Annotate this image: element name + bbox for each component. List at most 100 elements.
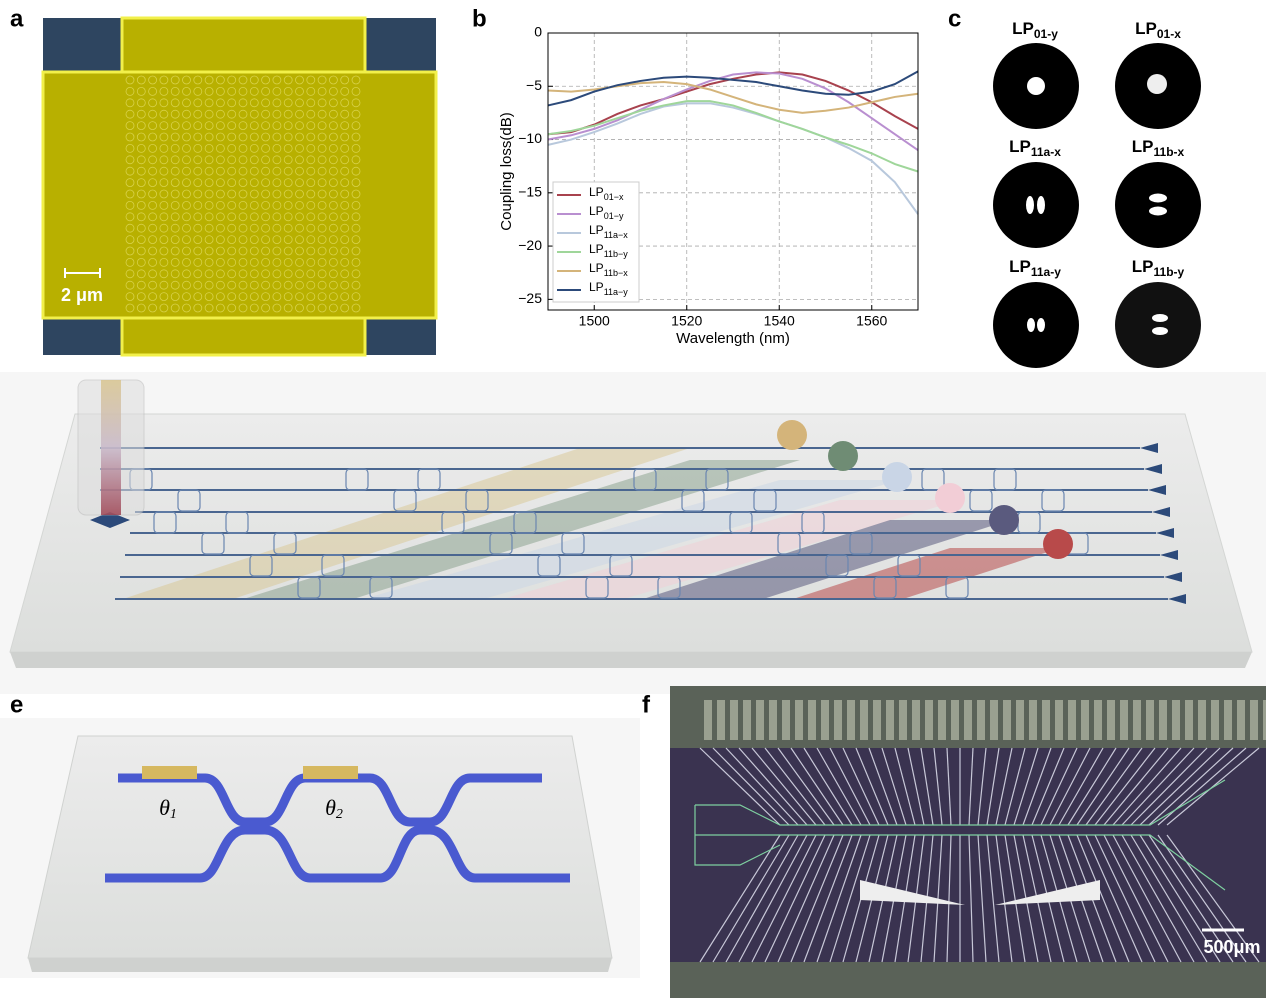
pad [1172, 700, 1180, 740]
pad [1146, 700, 1154, 740]
mode-label: LP01-y [1012, 19, 1058, 41]
x-axis-label: Wavelength (nm) [676, 330, 790, 347]
mode-spot [1037, 196, 1045, 214]
panel-c: LP01-y LP01-x LP11a-x LP11b-x LP11a-y LP… [993, 19, 1201, 368]
pad [808, 700, 816, 740]
pad [964, 700, 972, 740]
pad [847, 700, 855, 740]
mode-spot [1152, 314, 1168, 322]
pad [821, 700, 829, 740]
pad [1003, 700, 1011, 740]
pad [756, 700, 764, 740]
pad [1185, 700, 1193, 740]
pad [1211, 700, 1219, 740]
mode-label: LP01-x [1135, 19, 1181, 41]
pad [925, 700, 933, 740]
y-tick-label: −15 [518, 184, 542, 200]
pad [782, 700, 790, 740]
pad [769, 700, 777, 740]
pad [1094, 700, 1102, 740]
pad [1055, 700, 1063, 740]
mode-disk [993, 162, 1079, 248]
mode-label: LP11a-y [1009, 257, 1061, 279]
pad [873, 700, 881, 740]
heater [303, 766, 358, 779]
pad [1224, 700, 1232, 740]
y-tick-label: −5 [526, 77, 542, 93]
pad [1250, 700, 1258, 740]
pad [1081, 700, 1089, 740]
mode-spot [1149, 207, 1167, 216]
pad [990, 700, 998, 740]
pad [704, 700, 712, 740]
mode-label: LP11b-y [1132, 257, 1185, 279]
y-tick-label: −10 [518, 130, 542, 146]
pad [1198, 700, 1206, 740]
x-tick-label: 1500 [579, 313, 610, 329]
pad [1016, 700, 1024, 740]
series-line [548, 71, 918, 105]
mode-output [989, 505, 1019, 535]
scale-bar-label: 2 μm [61, 285, 103, 305]
mode-spot [1147, 74, 1167, 94]
x-tick-label: 1540 [764, 313, 795, 329]
scale-bar-label: 500μm [1203, 937, 1260, 957]
mode-label: LP11b-x [1132, 137, 1185, 159]
mode-spot [1027, 77, 1045, 95]
pad [743, 700, 751, 740]
pad [834, 700, 842, 740]
pad [1107, 700, 1115, 740]
pad [1068, 700, 1076, 740]
pad [1159, 700, 1167, 740]
panel-f: 500μm [670, 686, 1266, 998]
figure: 2 μm a b c d e f 0−5−10−15−20−2515001520… [0, 0, 1266, 998]
panel-e: θ1 θ2 [0, 718, 640, 978]
panel-label: a [10, 5, 24, 32]
heater [142, 766, 197, 779]
mode-output [882, 462, 912, 492]
y-tick-label: −20 [518, 237, 542, 253]
mode-output [1043, 529, 1073, 559]
pad [899, 700, 907, 740]
panel-label: e [10, 691, 23, 718]
mode-disk [1115, 162, 1201, 248]
y-tick-label: −25 [518, 290, 542, 306]
mode-output [777, 420, 807, 450]
pad [977, 700, 985, 740]
pad [1029, 700, 1037, 740]
chip-edge [10, 652, 1252, 668]
x-tick-label: 1560 [856, 313, 887, 329]
panel-label: f [642, 691, 651, 718]
pad [795, 700, 803, 740]
panel-a: 2 μm [43, 18, 436, 355]
pad [717, 700, 725, 740]
mode-spot [1152, 327, 1168, 335]
mode-output [935, 483, 965, 513]
mode-label: LP11a-x [1009, 137, 1061, 159]
pad [1120, 700, 1128, 740]
pad [730, 700, 738, 740]
pad [886, 700, 894, 740]
pad [1237, 700, 1245, 740]
mode-disk [1115, 282, 1201, 368]
mode-spot [1037, 318, 1045, 332]
pad-strip-bottom [670, 962, 1266, 998]
fiber-core [101, 380, 121, 515]
panel-label: c [948, 5, 961, 32]
mode-spot [1026, 196, 1034, 214]
chip-edge [28, 958, 612, 972]
y-tick-label: 0 [534, 24, 542, 40]
pad [1133, 700, 1141, 740]
mode-output [828, 441, 858, 471]
panel-label: b [472, 5, 487, 32]
x-tick-label: 1520 [671, 313, 702, 329]
mode-spot [1149, 194, 1167, 203]
panel-d [0, 372, 1266, 694]
pad [1042, 700, 1050, 740]
panel-b-chart: 0 −5 −10 −15 −20 −25 1500 1520 1540 1560 Wavelengt… [498, 24, 918, 347]
y-axis-label: Coupling loss(dB) [498, 112, 515, 230]
pad [912, 700, 920, 740]
mode-disk [993, 282, 1079, 368]
pad [938, 700, 946, 740]
mode-spot [1027, 318, 1035, 332]
